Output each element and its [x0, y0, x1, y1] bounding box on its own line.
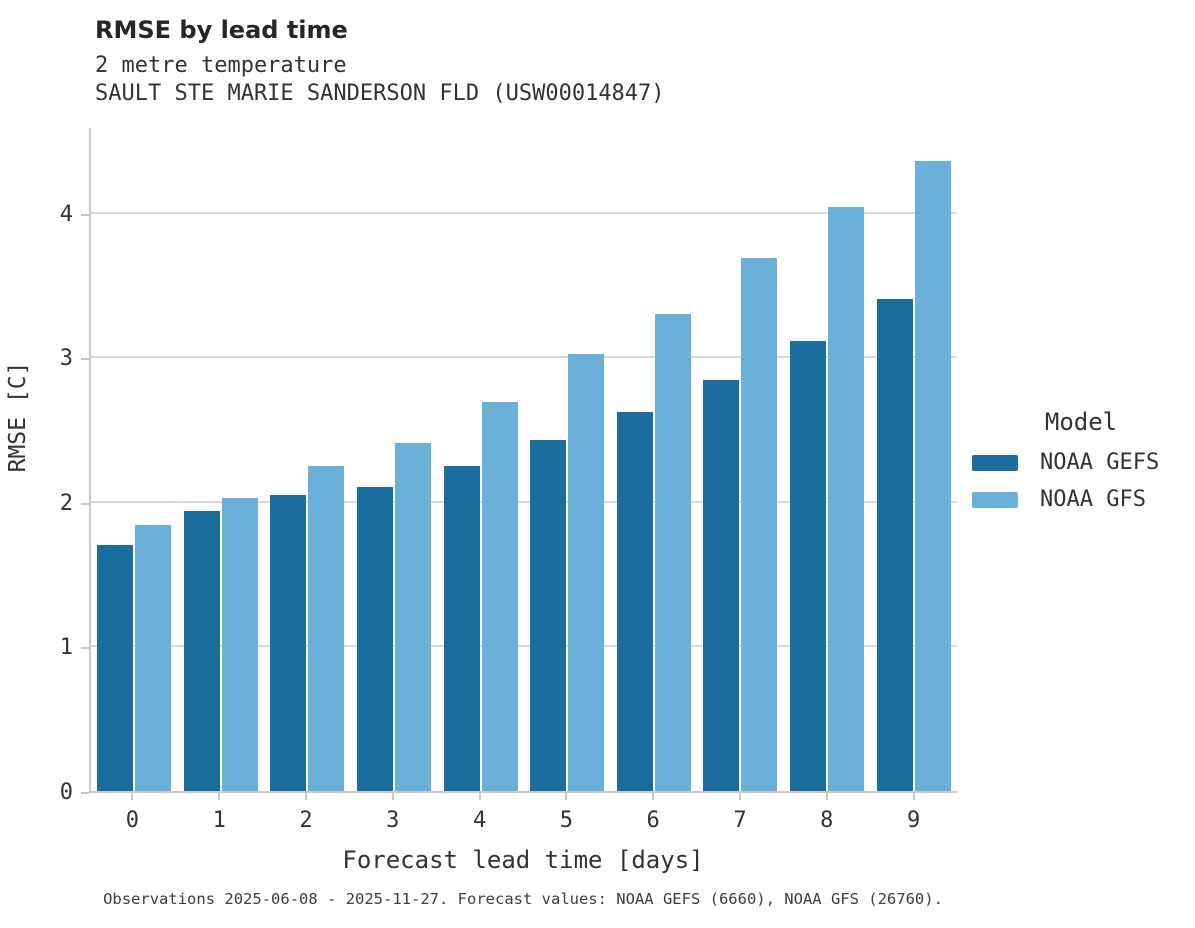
bar-noaa-gfs: [741, 257, 778, 791]
legend-label: NOAA GEFS: [1040, 450, 1160, 475]
x-tick-label: 9: [906, 808, 921, 833]
x-axis-label-wrap: Forecast lead time [days]: [0, 846, 1046, 874]
y-tick-label: 0: [59, 780, 73, 805]
x-tick-label: 3: [386, 808, 400, 833]
x-axis-labels: 0 1 2 3 4 5 6 7 8 9: [89, 808, 957, 838]
x-axis-label: Forecast lead time [days]: [342, 846, 704, 874]
x-tick-mark: [305, 793, 307, 800]
bar-group: [611, 128, 698, 791]
x-tick-label: 4: [472, 808, 487, 833]
y-tick-label: 4: [59, 201, 73, 227]
x-tick-label: 0: [125, 808, 140, 833]
y-tick-mark: [81, 502, 89, 505]
y-tick-mark: [81, 647, 89, 650]
chart-title: RMSE by lead time: [95, 16, 348, 44]
bar-noaa-gfs: [135, 525, 172, 791]
bar-noaa-gfs: [481, 402, 518, 791]
bar-group: [870, 128, 957, 791]
bar-noaa-gefs: [97, 545, 134, 791]
bar-noaa-gefs: [183, 510, 220, 791]
legend-swatch-noaa-gfs: [972, 491, 1018, 508]
bar-group: [264, 128, 351, 791]
bar-group: [437, 128, 524, 791]
bar-noaa-gefs: [790, 341, 827, 791]
bar-noaa-gefs: [703, 380, 740, 791]
y-tick-label: 3: [59, 346, 73, 372]
bar-group: [784, 128, 871, 791]
chart-subtitle: 2 metre temperature: [95, 53, 347, 78]
x-tick-label: 5: [559, 808, 573, 833]
gridline: [91, 645, 957, 648]
x-tick-mark: [912, 793, 915, 800]
bar-noaa-gefs: [357, 487, 394, 791]
chart-header: RMSE by lead time 2 metre temperature SA…: [95, 16, 665, 108]
x-tick-label: 1: [212, 808, 226, 833]
legend: Model NOAA GEFS NOAA GFS: [972, 408, 1190, 524]
x-tick-label: 6: [646, 808, 660, 833]
x-tick-mark: [218, 793, 221, 800]
x-tick-mark: [131, 793, 134, 800]
legend-title: Model: [1044, 408, 1118, 436]
bar-noaa-gfs: [828, 206, 865, 791]
bar-noaa-gefs: [876, 299, 913, 791]
caption: Observations 2025-06-08 - 2025-11-27. Fo…: [103, 890, 943, 908]
bar-noaa-gfs: [568, 354, 605, 791]
x-tick-mark: [565, 793, 568, 800]
x-tick-mark: [478, 793, 481, 800]
bar-noaa-gfs: [221, 497, 258, 791]
bar-group: [697, 128, 784, 791]
x-axis-ticks: [89, 793, 957, 801]
bar-noaa-gfs: [308, 465, 345, 791]
x-tick-label: 7: [733, 808, 747, 833]
bar-group: [524, 128, 611, 791]
bar-group: [91, 128, 178, 791]
x-tick-mark: [825, 793, 828, 800]
bars-row: [91, 128, 957, 791]
x-tick-mark: [652, 793, 655, 800]
gridline: [91, 500, 957, 503]
gridline: [91, 356, 957, 359]
bar-noaa-gefs: [443, 465, 480, 791]
bar-noaa-gfs: [914, 160, 951, 791]
bar-group: [351, 128, 438, 791]
caption-wrap: Observations 2025-06-08 - 2025-11-27. Fo…: [0, 889, 1046, 908]
x-tick-label: 2: [299, 808, 313, 833]
y-tick-mark: [81, 792, 89, 794]
y-tick-mark: [81, 213, 89, 216]
bar-noaa-gfs: [395, 442, 432, 791]
y-tick-label: 2: [59, 490, 73, 516]
legend-item: NOAA GEFS: [972, 450, 1190, 475]
y-axis: 0 1 2 3 4: [0, 128, 89, 805]
x-tick-mark: [391, 793, 394, 800]
bar-group: [178, 128, 265, 791]
legend-label: NOAA GFS: [1040, 487, 1146, 512]
y-tick-mark: [81, 358, 89, 361]
bar-noaa-gefs: [270, 494, 307, 791]
bar-noaa-gefs: [616, 412, 653, 791]
station-label: SAULT STE MARIE SANDERSON FLD (USW000148…: [95, 81, 665, 106]
x-tick-mark: [739, 793, 741, 800]
bar-noaa-gefs: [530, 439, 567, 791]
plot-area: [89, 128, 957, 793]
legend-item: NOAA GFS: [972, 487, 1190, 512]
x-tick-label: 8: [820, 808, 834, 833]
y-tick-label: 1: [59, 635, 73, 661]
gridline: [91, 211, 957, 214]
bar-noaa-gfs: [654, 313, 691, 791]
legend-swatch-noaa-gefs: [972, 454, 1018, 471]
